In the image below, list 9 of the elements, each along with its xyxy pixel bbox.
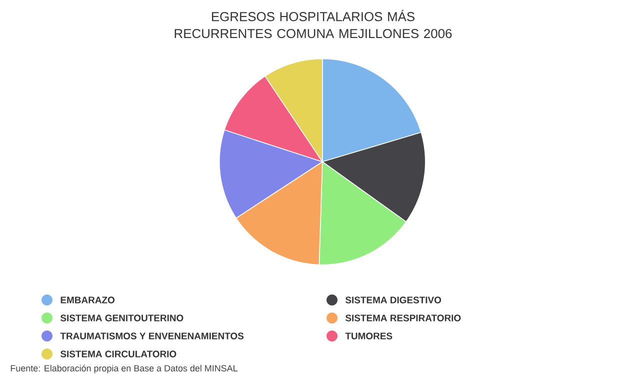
chart-title: EGRESOS HOSPITALARIOS MÁS RECURRENTES COMUNA MEJILLONES 2006 bbox=[174, 10, 452, 38]
legend-label: SISTEMA GENITOUTERINO bbox=[60, 314, 184, 322]
legend-label: SISTEMA CIRCULATORIO bbox=[60, 350, 176, 358]
source-note: Fuente: Elaboración propia en Base a Datos del MINSAL bbox=[10, 364, 238, 374]
legend-label: SISTEMA RESPIRATORIO bbox=[345, 314, 461, 322]
legend-label: TUMORES bbox=[345, 332, 392, 340]
legend-label: SISTEMA DIGESTIVO bbox=[345, 296, 442, 304]
legend-label: EMBARAZO bbox=[60, 296, 114, 304]
legend-label: TRAUMATISMOS Y ENVENENAMIENTOS bbox=[60, 332, 244, 340]
